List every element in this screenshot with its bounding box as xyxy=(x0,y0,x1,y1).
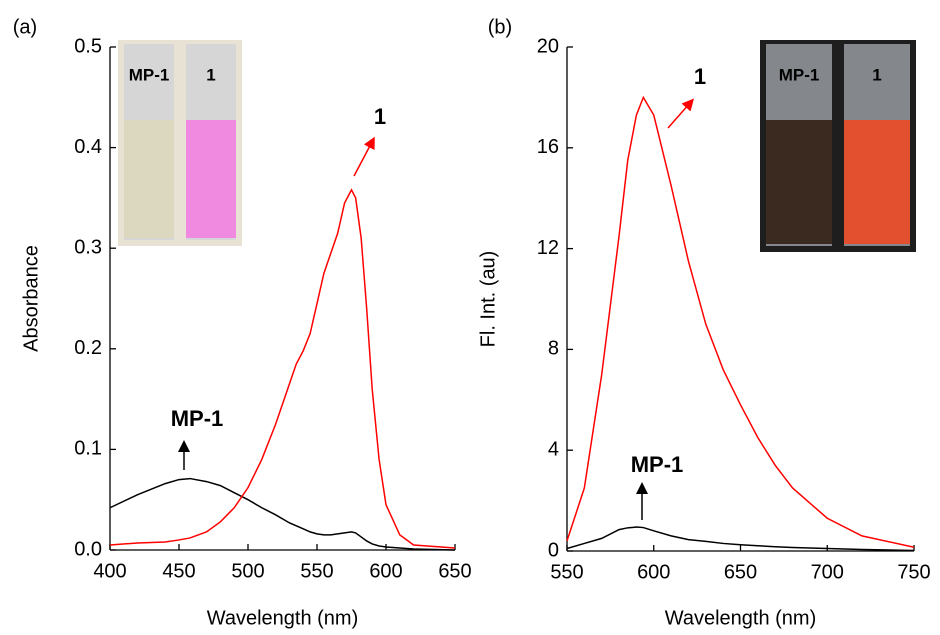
y-tick-label: 8 xyxy=(548,338,559,360)
x-tick-label: 450 xyxy=(162,560,195,582)
annotation-arrow xyxy=(667,98,694,129)
data-line xyxy=(566,526,915,552)
x-tick-label: 400 xyxy=(93,560,126,582)
series-annotation: 1 xyxy=(694,64,706,89)
y-tick-label: 0.0 xyxy=(74,538,102,560)
data-line xyxy=(109,477,456,551)
cuvette-solution xyxy=(766,120,832,244)
panel: (b) 0 4 8 12 16 20 550 600 650 700 750 Wavelength (n… xyxy=(477,16,930,629)
series-annotation: 1 xyxy=(374,104,386,129)
cuvette-solution xyxy=(124,120,174,238)
y-tick-label: 0.2 xyxy=(74,337,102,359)
x-axis-title: Wavelength (nm) xyxy=(665,607,817,629)
x-tick-label: 650 xyxy=(724,561,757,583)
annotation-arrow xyxy=(353,136,375,177)
inset-label: 1 xyxy=(872,65,881,84)
x-tick-label: 550 xyxy=(300,560,333,582)
cuvette-solution xyxy=(844,120,910,244)
y-tick-label: 0.3 xyxy=(74,236,102,258)
x-tick-label: 750 xyxy=(897,561,930,583)
y-axis-title: Absorbance xyxy=(20,245,42,352)
data-line xyxy=(566,95,915,548)
x-axis-title: Wavelength (nm) xyxy=(207,607,359,629)
y-tick-label: 4 xyxy=(548,438,559,460)
x-tick-label: 650 xyxy=(438,560,471,582)
inset-label: 1 xyxy=(206,65,215,84)
x-tick-label: 600 xyxy=(369,560,402,582)
y-tick-label: 20 xyxy=(537,35,559,57)
panel-label: (b) xyxy=(488,16,512,38)
data-line xyxy=(109,188,456,549)
series-annotation: MP-1 xyxy=(171,406,224,431)
y-tick-label: 16 xyxy=(537,136,559,158)
cuvette-solution xyxy=(186,120,236,238)
y-tick-label: 0.5 xyxy=(74,35,102,57)
panel-label: (a) xyxy=(13,16,37,38)
x-tick-label: 550 xyxy=(550,561,583,583)
y-tick-label: 0 xyxy=(548,539,559,561)
series-annotation: MP-1 xyxy=(631,452,684,477)
y-tick-label: 0.4 xyxy=(74,136,102,158)
x-tick-label: 600 xyxy=(637,561,670,583)
y-axis-title: Fl. Int. (au) xyxy=(477,251,499,348)
x-tick-label: 500 xyxy=(231,560,264,582)
y-tick-label: 0.1 xyxy=(74,438,102,460)
y-tick-label: 12 xyxy=(537,237,559,259)
inset-label: MP-1 xyxy=(779,65,820,84)
inset-label: MP-1 xyxy=(129,65,170,84)
x-tick-label: 700 xyxy=(811,561,844,583)
panel: (a) 0.0 0.1 0.2 0.3 0.4 0.5 400 450 500 550 600 650 W… xyxy=(13,16,472,629)
